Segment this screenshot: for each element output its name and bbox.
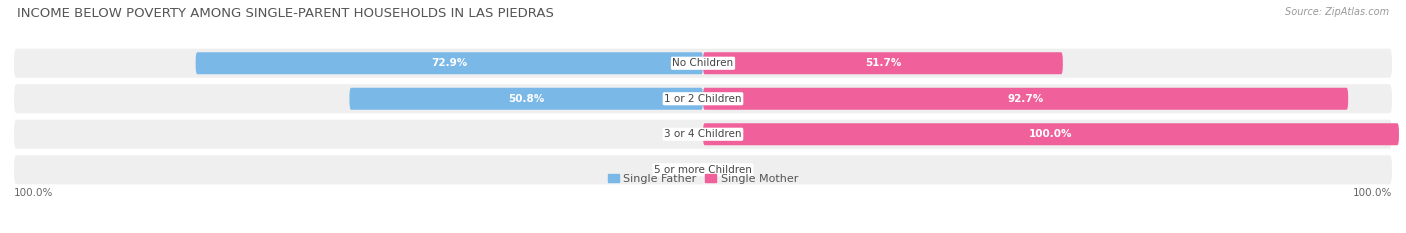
Text: 51.7%: 51.7% [865, 58, 901, 68]
FancyBboxPatch shape [14, 49, 1392, 78]
FancyBboxPatch shape [14, 84, 1392, 113]
Text: 92.7%: 92.7% [1008, 94, 1043, 104]
Text: No Children: No Children [672, 58, 734, 68]
Text: 50.8%: 50.8% [508, 94, 544, 104]
FancyBboxPatch shape [703, 52, 1063, 74]
FancyBboxPatch shape [703, 88, 1348, 110]
FancyBboxPatch shape [703, 123, 1399, 145]
Text: 100.0%: 100.0% [1029, 129, 1073, 139]
Text: 5 or more Children: 5 or more Children [654, 165, 752, 175]
FancyBboxPatch shape [350, 88, 703, 110]
Text: 100.0%: 100.0% [1353, 188, 1392, 198]
Text: 72.9%: 72.9% [432, 58, 467, 68]
Text: 100.0%: 100.0% [14, 188, 53, 198]
Text: INCOME BELOW POVERTY AMONG SINGLE-PARENT HOUSEHOLDS IN LAS PIEDRAS: INCOME BELOW POVERTY AMONG SINGLE-PARENT… [17, 7, 554, 20]
Text: 1 or 2 Children: 1 or 2 Children [664, 94, 742, 104]
FancyBboxPatch shape [14, 155, 1392, 184]
Text: 0.0%: 0.0% [662, 165, 689, 175]
Text: 0.0%: 0.0% [662, 129, 689, 139]
Text: Source: ZipAtlas.com: Source: ZipAtlas.com [1285, 7, 1389, 17]
Text: 0.0%: 0.0% [717, 165, 744, 175]
Text: 3 or 4 Children: 3 or 4 Children [664, 129, 742, 139]
FancyBboxPatch shape [195, 52, 703, 74]
FancyBboxPatch shape [14, 120, 1392, 149]
Legend: Single Father, Single Mother: Single Father, Single Mother [603, 169, 803, 188]
